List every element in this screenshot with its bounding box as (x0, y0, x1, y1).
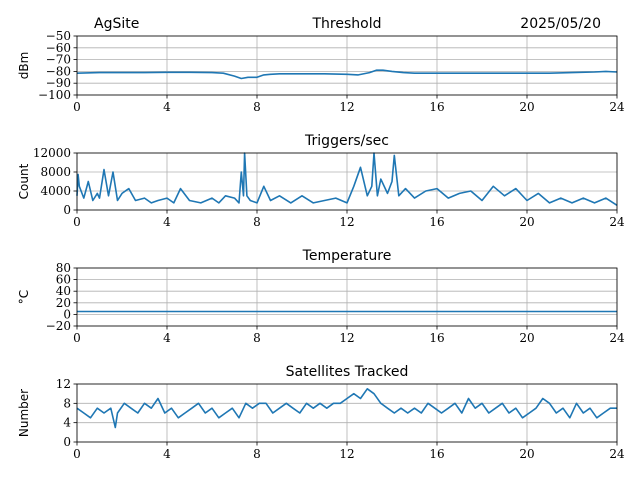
x-tick-label: 20 (519, 447, 534, 461)
x-tick-label: 0 (73, 215, 81, 229)
y-tick-label: 8000 (40, 165, 71, 179)
y-tick-label: −50 (46, 29, 71, 43)
x-tick-label: 12 (339, 447, 354, 461)
panel-title: Triggers/sec (304, 133, 389, 149)
x-tick-label: 4 (163, 100, 171, 114)
x-tick-label: 8 (253, 447, 261, 461)
y-tick-label: 0 (63, 203, 71, 217)
y-tick-label: 20 (56, 296, 71, 310)
x-tick-label: 16 (429, 331, 444, 345)
panel-title: Temperature (302, 248, 392, 264)
x-tick-label: 24 (609, 331, 625, 345)
x-tick-label: 4 (163, 331, 171, 345)
x-tick-label: 24 (609, 447, 625, 461)
y-axis-label: dBm (17, 52, 31, 80)
y-tick-label: 0 (63, 435, 71, 449)
y-tick-label: 12000 (33, 146, 71, 160)
x-tick-label: 4 (163, 447, 171, 461)
y-tick-label: 4000 (40, 184, 71, 198)
series-line (76, 69, 618, 80)
x-tick-label: 16 (429, 100, 444, 114)
x-tick-label: 0 (73, 100, 81, 114)
panel-title: Threshold (312, 16, 382, 32)
y-tick-label: 80 (56, 261, 71, 275)
x-tick-label: 12 (339, 331, 354, 345)
x-tick-label: 8 (253, 331, 261, 345)
series-line (76, 388, 617, 429)
y-tick-label: 0 (63, 307, 71, 321)
y-tick-label: 12 (56, 377, 71, 391)
x-tick-label: 24 (609, 215, 625, 229)
y-tick-label: −60 (46, 41, 71, 55)
x-tick-label: 12 (339, 100, 354, 114)
series-line (76, 152, 618, 206)
y-tick-label: −70 (46, 53, 71, 67)
x-tick-label: 8 (253, 215, 261, 229)
x-tick-label: 0 (73, 447, 81, 461)
y-tick-label: −90 (46, 76, 71, 90)
date-label: 2025/05/20 (520, 16, 601, 32)
y-axis-label: Count (17, 163, 31, 199)
y-tick-label: 8 (63, 396, 71, 410)
panel-2: 0 4 8 12 16 20 24 0 4000 8000 12000 Triggers/sec Cou… (17, 133, 625, 229)
y-tick-label: 4 (63, 416, 71, 430)
x-tick-label: 24 (609, 100, 625, 114)
x-tick-label: 20 (519, 331, 534, 345)
panels: 0 4 8 12 16 20 24 −100−90−80−70−60−50 Threshold d… (17, 16, 625, 461)
y-tick-label: −80 (46, 64, 71, 78)
x-tick-label: 16 (429, 215, 444, 229)
x-tick-label: 4 (163, 215, 171, 229)
y-axis-label: Number (17, 389, 31, 437)
y-tick-label: 40 (56, 284, 71, 298)
x-tick-label: 0 (73, 331, 81, 345)
x-tick-label: 16 (429, 447, 444, 461)
y-tick-label: −20 (46, 319, 71, 333)
x-tick-label: 20 (519, 215, 534, 229)
panel-title: Satellites Tracked (286, 364, 409, 380)
y-tick-label: 60 (56, 273, 71, 287)
panel-1: 0 4 8 12 16 20 24 −100−90−80−70−60−50 Threshold d… (17, 16, 625, 114)
x-tick-label: 12 (339, 215, 354, 229)
x-tick-label: 20 (519, 100, 534, 114)
y-tick-label: −100 (38, 88, 71, 102)
y-axis-label: °C (17, 290, 31, 304)
panel-4: 0 4 8 12 16 20 24 0 4 8 12 Satellites Tracked Number (17, 364, 625, 461)
x-tick-label: 8 (253, 100, 261, 114)
site-label: AgSite (94, 16, 139, 32)
